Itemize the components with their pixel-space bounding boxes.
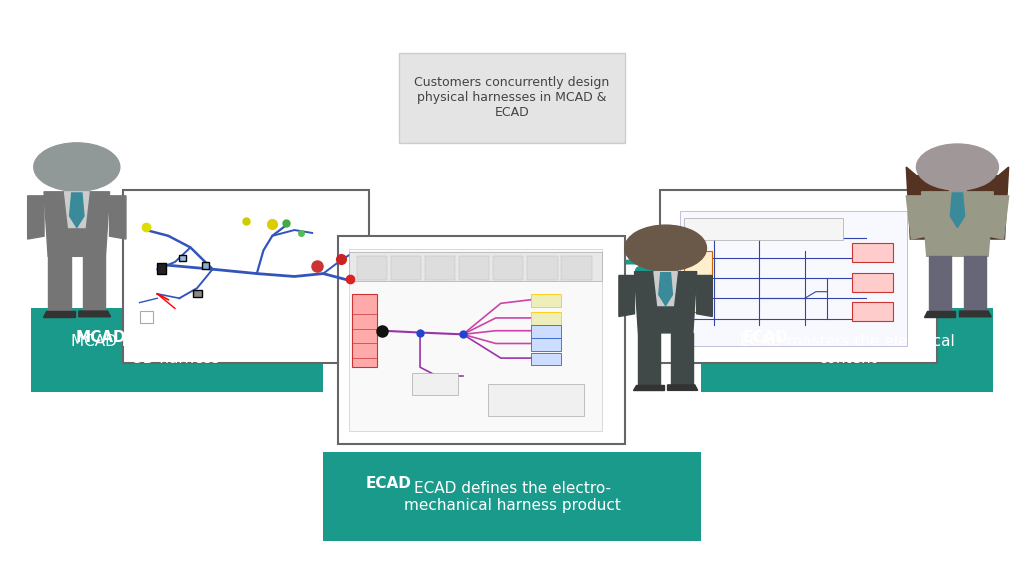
- Polygon shape: [618, 275, 635, 317]
- Circle shape: [34, 143, 120, 191]
- Polygon shape: [668, 385, 697, 391]
- FancyBboxPatch shape: [323, 452, 701, 541]
- Polygon shape: [43, 311, 75, 317]
- Polygon shape: [28, 196, 44, 239]
- Polygon shape: [906, 167, 1009, 239]
- Polygon shape: [959, 311, 991, 317]
- Text: MCAD: MCAD: [76, 330, 126, 345]
- FancyBboxPatch shape: [531, 294, 561, 307]
- FancyBboxPatch shape: [561, 256, 592, 279]
- FancyBboxPatch shape: [349, 249, 602, 431]
- FancyBboxPatch shape: [684, 218, 843, 240]
- Polygon shape: [635, 272, 696, 333]
- Polygon shape: [950, 193, 965, 228]
- FancyBboxPatch shape: [531, 338, 561, 351]
- Polygon shape: [634, 385, 664, 391]
- Text: ECAD: ECAD: [366, 476, 412, 491]
- Text: ECAD: ECAD: [742, 330, 788, 345]
- FancyBboxPatch shape: [357, 256, 387, 279]
- Polygon shape: [949, 181, 966, 191]
- Polygon shape: [69, 181, 85, 191]
- FancyBboxPatch shape: [494, 256, 523, 279]
- Polygon shape: [70, 193, 84, 228]
- FancyBboxPatch shape: [459, 256, 489, 279]
- FancyBboxPatch shape: [179, 255, 186, 260]
- FancyBboxPatch shape: [680, 211, 906, 346]
- FancyBboxPatch shape: [158, 263, 166, 274]
- Text: ECAD masters the electrical
content: ECAD masters the electrical content: [740, 334, 954, 366]
- Circle shape: [916, 144, 998, 190]
- FancyBboxPatch shape: [338, 236, 625, 444]
- FancyBboxPatch shape: [531, 325, 561, 338]
- Polygon shape: [658, 273, 673, 305]
- FancyBboxPatch shape: [852, 302, 893, 321]
- FancyBboxPatch shape: [123, 190, 369, 363]
- Polygon shape: [964, 256, 986, 311]
- FancyBboxPatch shape: [352, 294, 377, 367]
- Text: MCAD masters the physical
3D harness: MCAD masters the physical 3D harness: [72, 334, 282, 366]
- FancyBboxPatch shape: [852, 243, 893, 262]
- FancyBboxPatch shape: [488, 384, 584, 416]
- FancyBboxPatch shape: [684, 251, 712, 312]
- Polygon shape: [672, 333, 693, 385]
- FancyBboxPatch shape: [202, 262, 209, 269]
- FancyBboxPatch shape: [531, 353, 561, 365]
- Text: Customers concurrently design
physical harnesses in MCAD &
ECAD: Customers concurrently design physical h…: [415, 77, 609, 119]
- FancyBboxPatch shape: [193, 290, 202, 297]
- FancyBboxPatch shape: [413, 373, 458, 395]
- FancyBboxPatch shape: [531, 312, 561, 325]
- Polygon shape: [638, 333, 659, 385]
- FancyBboxPatch shape: [399, 54, 625, 143]
- Text: ECAD defines the electro-
mechanical harness product: ECAD defines the electro- mechanical har…: [403, 480, 621, 513]
- FancyBboxPatch shape: [349, 252, 602, 282]
- Polygon shape: [110, 196, 126, 239]
- Polygon shape: [65, 192, 89, 228]
- FancyBboxPatch shape: [527, 256, 557, 279]
- Polygon shape: [906, 196, 927, 239]
- FancyBboxPatch shape: [660, 190, 937, 363]
- FancyBboxPatch shape: [701, 308, 993, 392]
- Polygon shape: [657, 262, 674, 271]
- FancyBboxPatch shape: [425, 256, 456, 279]
- Polygon shape: [654, 272, 677, 305]
- Polygon shape: [79, 311, 111, 317]
- FancyBboxPatch shape: [391, 256, 421, 279]
- Polygon shape: [929, 256, 951, 311]
- Polygon shape: [44, 192, 110, 256]
- Polygon shape: [48, 256, 71, 311]
- FancyBboxPatch shape: [852, 273, 893, 291]
- Polygon shape: [696, 275, 713, 317]
- Polygon shape: [83, 256, 105, 311]
- FancyBboxPatch shape: [31, 308, 323, 392]
- Polygon shape: [924, 311, 955, 317]
- FancyBboxPatch shape: [139, 311, 153, 323]
- Circle shape: [625, 225, 707, 271]
- Polygon shape: [922, 192, 993, 256]
- Polygon shape: [988, 196, 1009, 239]
